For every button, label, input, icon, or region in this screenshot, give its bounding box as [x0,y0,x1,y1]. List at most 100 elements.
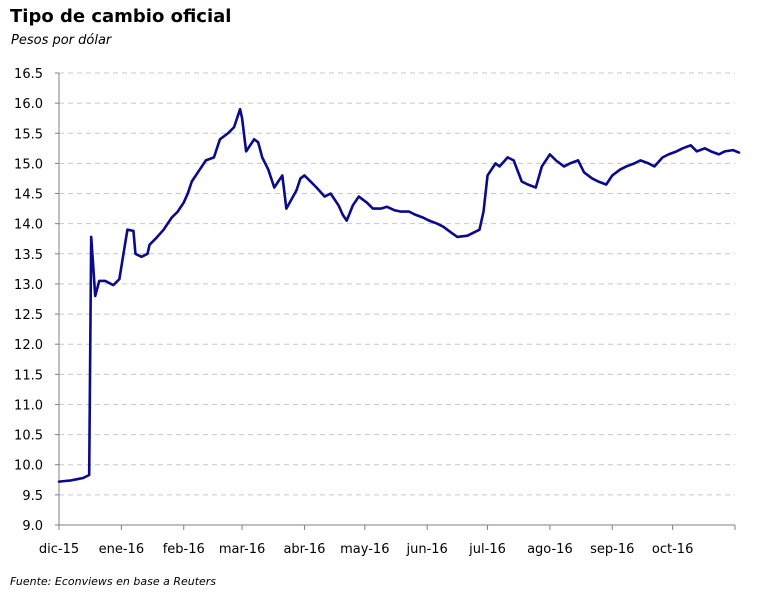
data-point [428,219,430,221]
data-point [92,265,94,267]
data-point [281,174,283,176]
data-point [227,132,229,134]
y-tick-label: 11.0 [14,398,43,413]
data-point [285,207,287,209]
data-point [346,219,348,221]
data-point [478,228,480,230]
data-point [583,171,585,173]
data-point [170,216,172,218]
x-tick-label: oct-16 [652,542,693,557]
data-point [732,149,734,151]
data-point [521,180,523,182]
data-point [70,479,72,481]
data-point [94,295,96,297]
data-point [352,204,354,206]
gridlines [59,72,735,496]
y-tick-label: 10.0 [14,459,43,474]
data-point [380,207,382,209]
y-tick-label: 14.5 [14,188,43,203]
data-point [472,232,474,234]
y-tick-label: 11.5 [14,368,43,383]
x-tick-label: may-16 [340,542,389,557]
data-point [64,480,66,482]
data-point [267,168,269,170]
data-point [337,204,339,206]
data-point [597,180,599,182]
y-tick-label: 9.5 [22,489,43,504]
data-point [253,138,255,140]
data-point [710,150,712,152]
x-tick-labels: dic-15 ene-16 feb-16 mar-16 abr-16 may-16 jun-… [39,542,693,557]
data-point [611,174,613,176]
data-point [104,280,106,282]
data-point [205,159,207,161]
axes [55,72,736,530]
data-point [690,144,692,146]
data-point [386,206,388,208]
data-point [299,177,301,179]
data-point [675,150,677,152]
data-point [309,180,311,182]
data-point [187,192,189,194]
data-point [639,159,641,161]
y-tick-label: 9.0 [22,519,43,534]
data-point [738,151,740,153]
data-point [724,150,726,152]
data-point [126,228,128,230]
data-point [323,195,325,197]
data-point [414,213,416,215]
source-note: Fuente: Econviews en base a Reuters [10,575,217,588]
data-point [696,150,698,152]
data-point [261,156,263,158]
data-point [88,474,90,476]
data-point [154,238,156,240]
data-point [303,174,305,176]
data-point [450,232,452,234]
data-point [177,210,179,212]
data-point [98,280,100,282]
data-point [273,186,275,188]
x-tick-label: mar-16 [219,542,265,557]
data-point [140,256,142,258]
data-point [436,222,438,224]
data-point [408,210,410,212]
data-point [498,165,500,167]
y-tick-label: 10.5 [14,429,43,444]
data-point [605,183,607,185]
data-point [295,189,297,191]
y-tick-labels: 9.0 9.5 10.0 10.5 11.0 11.5 12.0 12.5 13.0 13.5 14… [14,67,43,534]
y-tick-label: 14.0 [14,218,43,233]
data-point [577,159,579,161]
x-tick-label: ago-16 [527,542,573,557]
chart-title: Tipo de cambio oficial [10,6,232,27]
exchange-rate-series-line [57,107,741,483]
data-point [667,153,669,155]
data-point [199,168,201,170]
data-point [132,230,134,232]
x-tick-label: dic-15 [39,542,79,557]
data-point [555,159,557,161]
y-tick-label: 15.0 [14,157,43,172]
x-tick-label: ene-16 [99,542,144,557]
x-tick-label: jun-16 [406,542,448,557]
data-point [506,156,508,158]
data-point [400,210,402,212]
data-point [541,165,543,167]
data-point [456,236,458,238]
data-point [257,141,259,143]
data-point [442,225,444,227]
data-point [563,165,565,167]
data-point [569,162,571,164]
data-point [315,186,317,188]
data-point [90,236,92,238]
y-tick-label: 15.5 [14,127,43,142]
data-point [366,201,368,203]
data-point [494,162,496,164]
data-point [82,477,84,479]
y-tick-label: 12.0 [14,338,43,353]
data-point [619,168,621,170]
data-point [219,138,221,140]
y-tick-label: 13.0 [14,278,43,293]
data-point [647,162,649,164]
data-point [591,177,593,179]
